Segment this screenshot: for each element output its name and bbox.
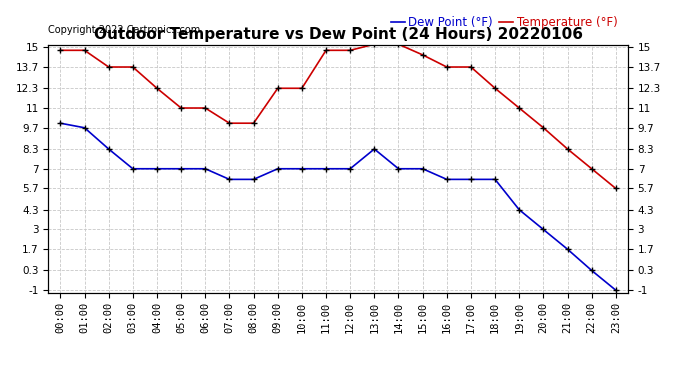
Dew Point (°F)	[250, 177, 258, 182]
Temperature (°F)	[346, 48, 355, 52]
Line: Dew Point (°F): Dew Point (°F)	[57, 120, 620, 294]
Legend: Dew Point (°F), Temperature (°F): Dew Point (°F), Temperature (°F)	[386, 11, 622, 34]
Dew Point (°F)	[515, 207, 524, 212]
Temperature (°F)	[322, 48, 331, 52]
Dew Point (°F)	[80, 126, 88, 130]
Dew Point (°F)	[201, 166, 210, 171]
Temperature (°F)	[129, 65, 137, 69]
Temperature (°F)	[177, 106, 186, 110]
Temperature (°F)	[467, 65, 475, 69]
Dew Point (°F)	[564, 247, 572, 252]
Temperature (°F)	[564, 147, 572, 151]
Temperature (°F)	[250, 121, 258, 126]
Temperature (°F)	[105, 65, 113, 69]
Temperature (°F)	[226, 121, 234, 126]
Temperature (°F)	[612, 186, 620, 191]
Dew Point (°F)	[419, 166, 427, 171]
Dew Point (°F)	[540, 227, 548, 232]
Dew Point (°F)	[129, 166, 137, 171]
Line: Temperature (°F): Temperature (°F)	[57, 41, 620, 192]
Dew Point (°F)	[57, 121, 65, 126]
Dew Point (°F)	[346, 166, 355, 171]
Dew Point (°F)	[153, 166, 161, 171]
Text: Copyright 2022 Cartronics.com: Copyright 2022 Cartronics.com	[48, 25, 201, 35]
Dew Point (°F)	[491, 177, 500, 182]
Temperature (°F)	[371, 42, 379, 46]
Temperature (°F)	[443, 65, 451, 69]
Dew Point (°F)	[274, 166, 282, 171]
Dew Point (°F)	[395, 166, 403, 171]
Temperature (°F)	[57, 48, 65, 52]
Dew Point (°F)	[322, 166, 331, 171]
Dew Point (°F)	[612, 288, 620, 292]
Temperature (°F)	[588, 166, 596, 171]
Temperature (°F)	[201, 106, 210, 110]
Dew Point (°F)	[467, 177, 475, 182]
Temperature (°F)	[274, 86, 282, 90]
Dew Point (°F)	[105, 147, 113, 151]
Temperature (°F)	[298, 86, 306, 90]
Temperature (°F)	[419, 53, 427, 57]
Dew Point (°F)	[298, 166, 306, 171]
Dew Point (°F)	[443, 177, 451, 182]
Temperature (°F)	[491, 86, 500, 90]
Temperature (°F)	[540, 126, 548, 130]
Dew Point (°F)	[226, 177, 234, 182]
Dew Point (°F)	[177, 166, 186, 171]
Temperature (°F)	[395, 42, 403, 46]
Title: Outdoor Temperature vs Dew Point (24 Hours) 20220106: Outdoor Temperature vs Dew Point (24 Hou…	[94, 27, 582, 42]
Dew Point (°F)	[371, 147, 379, 151]
Temperature (°F)	[80, 48, 88, 52]
Temperature (°F)	[153, 86, 161, 90]
Dew Point (°F)	[588, 268, 596, 273]
Temperature (°F)	[515, 106, 524, 110]
